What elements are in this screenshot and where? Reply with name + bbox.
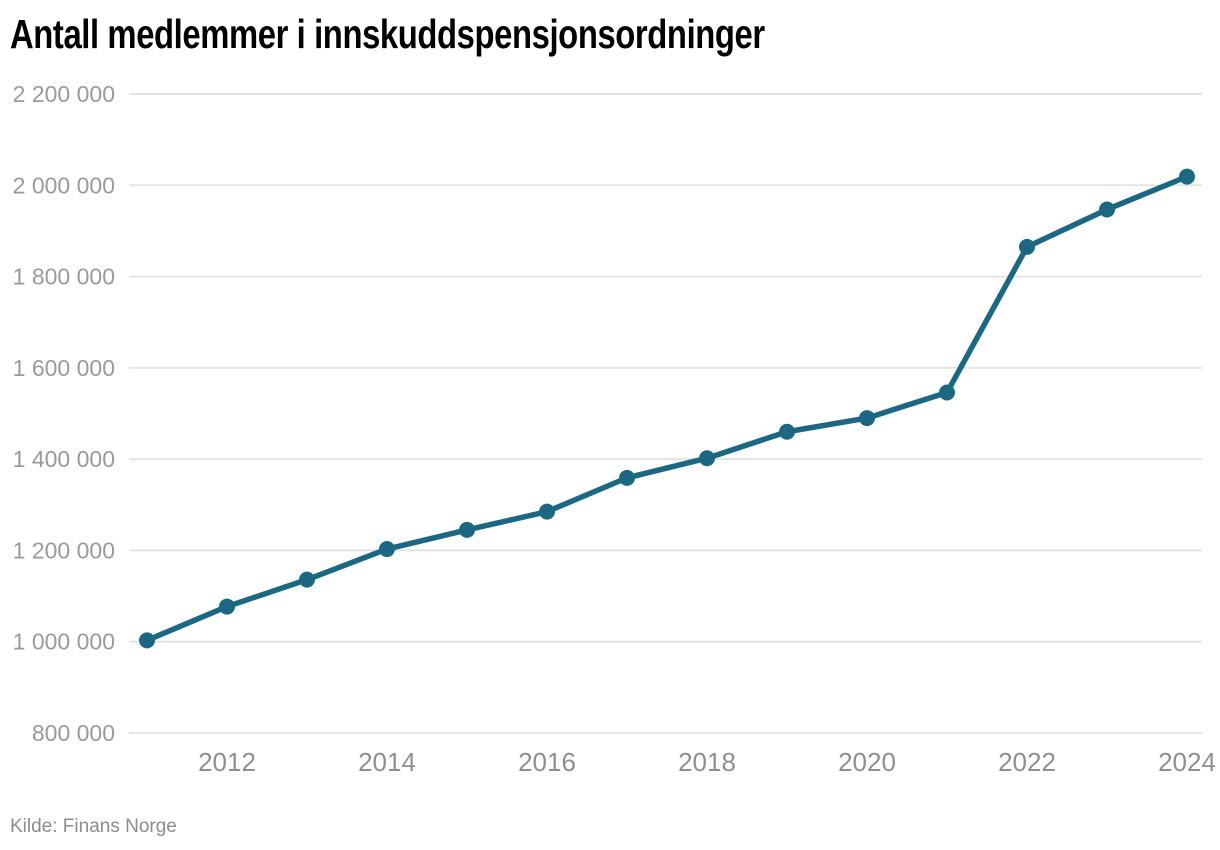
source-caption: Kilde: Finans Norge — [10, 816, 177, 837]
data-point — [459, 521, 475, 538]
data-point — [139, 632, 155, 649]
x-tick-label: 2020 — [838, 747, 896, 777]
chart-title: Antall medlemmer i innskuddspensjonsordn… — [10, 11, 765, 57]
data-point — [619, 469, 635, 486]
x-tick-label: 2012 — [198, 747, 256, 777]
data-point — [1019, 238, 1035, 255]
x-tick-label: 2014 — [358, 747, 416, 777]
y-tick-label: 2 200 000 — [13, 81, 115, 107]
x-tick-label: 2022 — [998, 747, 1056, 777]
data-point — [1099, 201, 1115, 218]
data-point — [299, 571, 315, 588]
data-point — [379, 541, 395, 558]
x-tick-label: 2016 — [518, 747, 576, 777]
data-point — [219, 598, 235, 615]
y-tick-label: 1 200 000 — [13, 537, 115, 563]
data-point — [1179, 168, 1195, 185]
data-point — [539, 503, 555, 520]
y-tick-label: 2 000 000 — [13, 172, 115, 198]
y-tick-label: 800 000 — [32, 720, 115, 746]
data-point — [779, 423, 795, 440]
y-tick-label: 1 600 000 — [13, 355, 115, 381]
data-point — [859, 410, 875, 427]
data-point — [939, 384, 955, 401]
y-tick-label: 1 800 000 — [13, 264, 115, 290]
y-tick-label: 1 000 000 — [13, 629, 115, 655]
data-point — [699, 450, 715, 467]
series-line — [144, 173, 1190, 644]
y-tick-label: 1 400 000 — [13, 446, 115, 472]
x-tick-label: 2024 — [1158, 747, 1216, 777]
x-tick-label: 2018 — [678, 747, 736, 777]
